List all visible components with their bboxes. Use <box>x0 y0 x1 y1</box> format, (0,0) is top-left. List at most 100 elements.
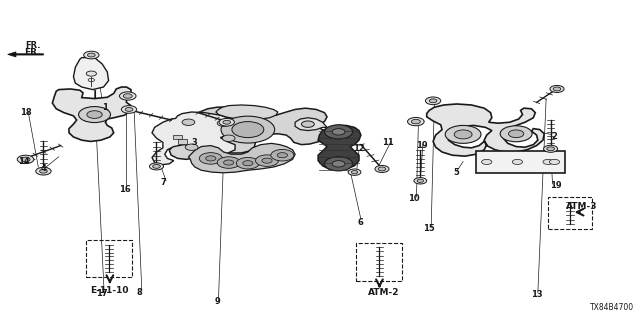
Text: 18: 18 <box>20 108 31 116</box>
Circle shape <box>232 122 264 138</box>
Text: TX84B4700: TX84B4700 <box>590 303 634 312</box>
Bar <box>177 139 186 144</box>
Bar <box>548 197 591 229</box>
Text: 19: 19 <box>416 141 428 150</box>
Polygon shape <box>188 143 295 173</box>
Circle shape <box>332 161 345 167</box>
Circle shape <box>153 164 161 168</box>
Circle shape <box>205 156 216 161</box>
Circle shape <box>87 111 102 118</box>
Text: 5: 5 <box>454 168 460 177</box>
Circle shape <box>182 119 195 125</box>
Text: 2: 2 <box>552 132 557 140</box>
Text: 4: 4 <box>40 164 46 172</box>
Circle shape <box>223 160 234 165</box>
Text: 13: 13 <box>531 290 542 299</box>
Circle shape <box>482 159 492 164</box>
Circle shape <box>122 106 137 113</box>
Text: E-11-10: E-11-10 <box>91 286 129 295</box>
Text: 3: 3 <box>192 138 198 147</box>
Polygon shape <box>295 118 327 131</box>
Circle shape <box>378 167 386 171</box>
Polygon shape <box>8 52 44 57</box>
Circle shape <box>199 153 222 164</box>
Circle shape <box>86 71 97 76</box>
Polygon shape <box>427 104 544 156</box>
Text: 10: 10 <box>408 194 420 203</box>
Circle shape <box>508 130 524 138</box>
Bar <box>356 243 403 281</box>
Bar <box>86 240 132 277</box>
Polygon shape <box>216 105 278 120</box>
Circle shape <box>36 167 51 175</box>
Circle shape <box>236 157 259 169</box>
Circle shape <box>243 161 253 166</box>
Text: 16: 16 <box>118 185 131 194</box>
Text: FR.: FR. <box>24 48 40 57</box>
Circle shape <box>88 53 95 57</box>
Polygon shape <box>169 107 327 159</box>
Bar <box>476 151 565 173</box>
Text: 14: 14 <box>19 157 30 166</box>
Circle shape <box>324 125 353 139</box>
Circle shape <box>17 155 34 164</box>
Circle shape <box>150 163 164 170</box>
Circle shape <box>332 129 345 135</box>
Text: 11: 11 <box>383 138 394 147</box>
Text: 7: 7 <box>161 178 166 187</box>
Circle shape <box>429 99 437 103</box>
Circle shape <box>547 147 554 151</box>
Circle shape <box>222 135 235 141</box>
Text: 17: 17 <box>97 289 108 298</box>
Circle shape <box>408 117 424 126</box>
Circle shape <box>125 108 133 111</box>
Circle shape <box>79 107 111 123</box>
Circle shape <box>324 157 353 171</box>
Circle shape <box>553 87 561 91</box>
Text: 15: 15 <box>424 224 435 233</box>
Circle shape <box>255 155 278 166</box>
Circle shape <box>120 92 136 100</box>
Circle shape <box>84 51 99 59</box>
Circle shape <box>262 158 272 163</box>
Circle shape <box>414 178 427 184</box>
Circle shape <box>301 121 314 127</box>
Circle shape <box>454 130 472 139</box>
Circle shape <box>219 118 234 126</box>
Text: 19: 19 <box>550 181 561 190</box>
Bar <box>173 135 182 139</box>
Text: 1: 1 <box>102 103 108 112</box>
Circle shape <box>223 120 230 124</box>
Polygon shape <box>318 125 361 170</box>
Circle shape <box>375 165 389 172</box>
Circle shape <box>543 145 557 152</box>
Circle shape <box>21 157 30 162</box>
Circle shape <box>217 120 230 126</box>
Circle shape <box>445 125 481 143</box>
Text: 9: 9 <box>214 297 220 306</box>
Text: 6: 6 <box>358 218 364 227</box>
Text: ATM-2: ATM-2 <box>367 288 399 297</box>
Circle shape <box>417 179 424 182</box>
Circle shape <box>40 169 47 173</box>
Polygon shape <box>52 87 131 141</box>
Circle shape <box>550 85 564 92</box>
Circle shape <box>185 144 198 150</box>
Text: 8: 8 <box>136 288 142 297</box>
Text: FR.: FR. <box>26 41 41 50</box>
Circle shape <box>543 159 553 164</box>
Circle shape <box>426 97 441 105</box>
Circle shape <box>412 119 420 124</box>
Circle shape <box>271 149 294 161</box>
Circle shape <box>500 126 532 142</box>
Polygon shape <box>74 58 109 90</box>
Circle shape <box>348 169 361 175</box>
Text: 12: 12 <box>353 144 365 153</box>
Circle shape <box>217 157 240 168</box>
Circle shape <box>549 159 559 164</box>
Circle shape <box>124 94 132 98</box>
Circle shape <box>512 159 522 164</box>
Polygon shape <box>152 112 236 165</box>
Circle shape <box>277 153 287 158</box>
Text: ATM-3: ATM-3 <box>566 202 597 211</box>
